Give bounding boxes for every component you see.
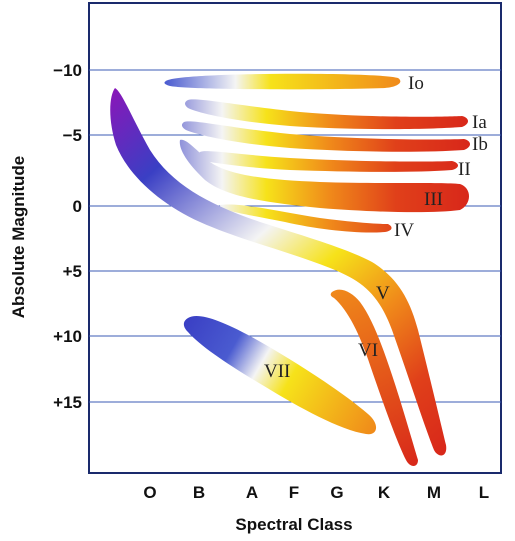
x-tick-label: F: [289, 483, 299, 502]
label-vi: VI: [358, 340, 378, 361]
x-axis-ticks: O B A F G K M L: [143, 483, 489, 502]
band-v: [110, 88, 447, 456]
label-ib: Ib: [472, 134, 488, 155]
y-axis-title: Absolute Magnitude: [9, 156, 28, 318]
luminosity-labels: Io Ia Ib II III IV V VI VII: [264, 73, 488, 382]
band-io: [164, 73, 401, 90]
band-iv: [220, 204, 392, 233]
band-vii: [183, 316, 377, 435]
x-tick-label: A: [246, 483, 258, 502]
x-tick-label: M: [427, 483, 441, 502]
band-ib: [181, 121, 470, 152]
x-tick-label: B: [193, 483, 205, 502]
band-ii: [197, 151, 458, 172]
x-axis-title: Spectral Class: [235, 515, 352, 534]
band-iii: [179, 139, 469, 213]
label-v: V: [376, 283, 390, 304]
label-iv: IV: [394, 220, 414, 241]
y-tick-label: +10: [53, 327, 82, 346]
y-tick-label: +5: [63, 262, 82, 281]
y-tick-label: +15: [53, 393, 82, 412]
y-tick-label: −5: [63, 126, 82, 145]
label-iii: III: [424, 189, 443, 210]
label-ia: Ia: [472, 112, 487, 133]
luminosity-bands: [110, 73, 470, 466]
label-vii: VII: [264, 361, 290, 382]
label-ii: II: [458, 159, 471, 180]
x-tick-label: L: [479, 483, 489, 502]
x-tick-label: G: [330, 483, 343, 502]
x-tick-label: K: [378, 483, 391, 502]
y-tick-label: 0: [73, 197, 82, 216]
y-tick-label: −10: [53, 61, 82, 80]
y-axis-ticks: −10 −5 0 +5 +10 +15: [53, 61, 82, 412]
band-ia: [185, 99, 468, 130]
label-io: Io: [408, 73, 424, 94]
band-vi: [330, 289, 418, 466]
x-tick-label: O: [143, 483, 156, 502]
